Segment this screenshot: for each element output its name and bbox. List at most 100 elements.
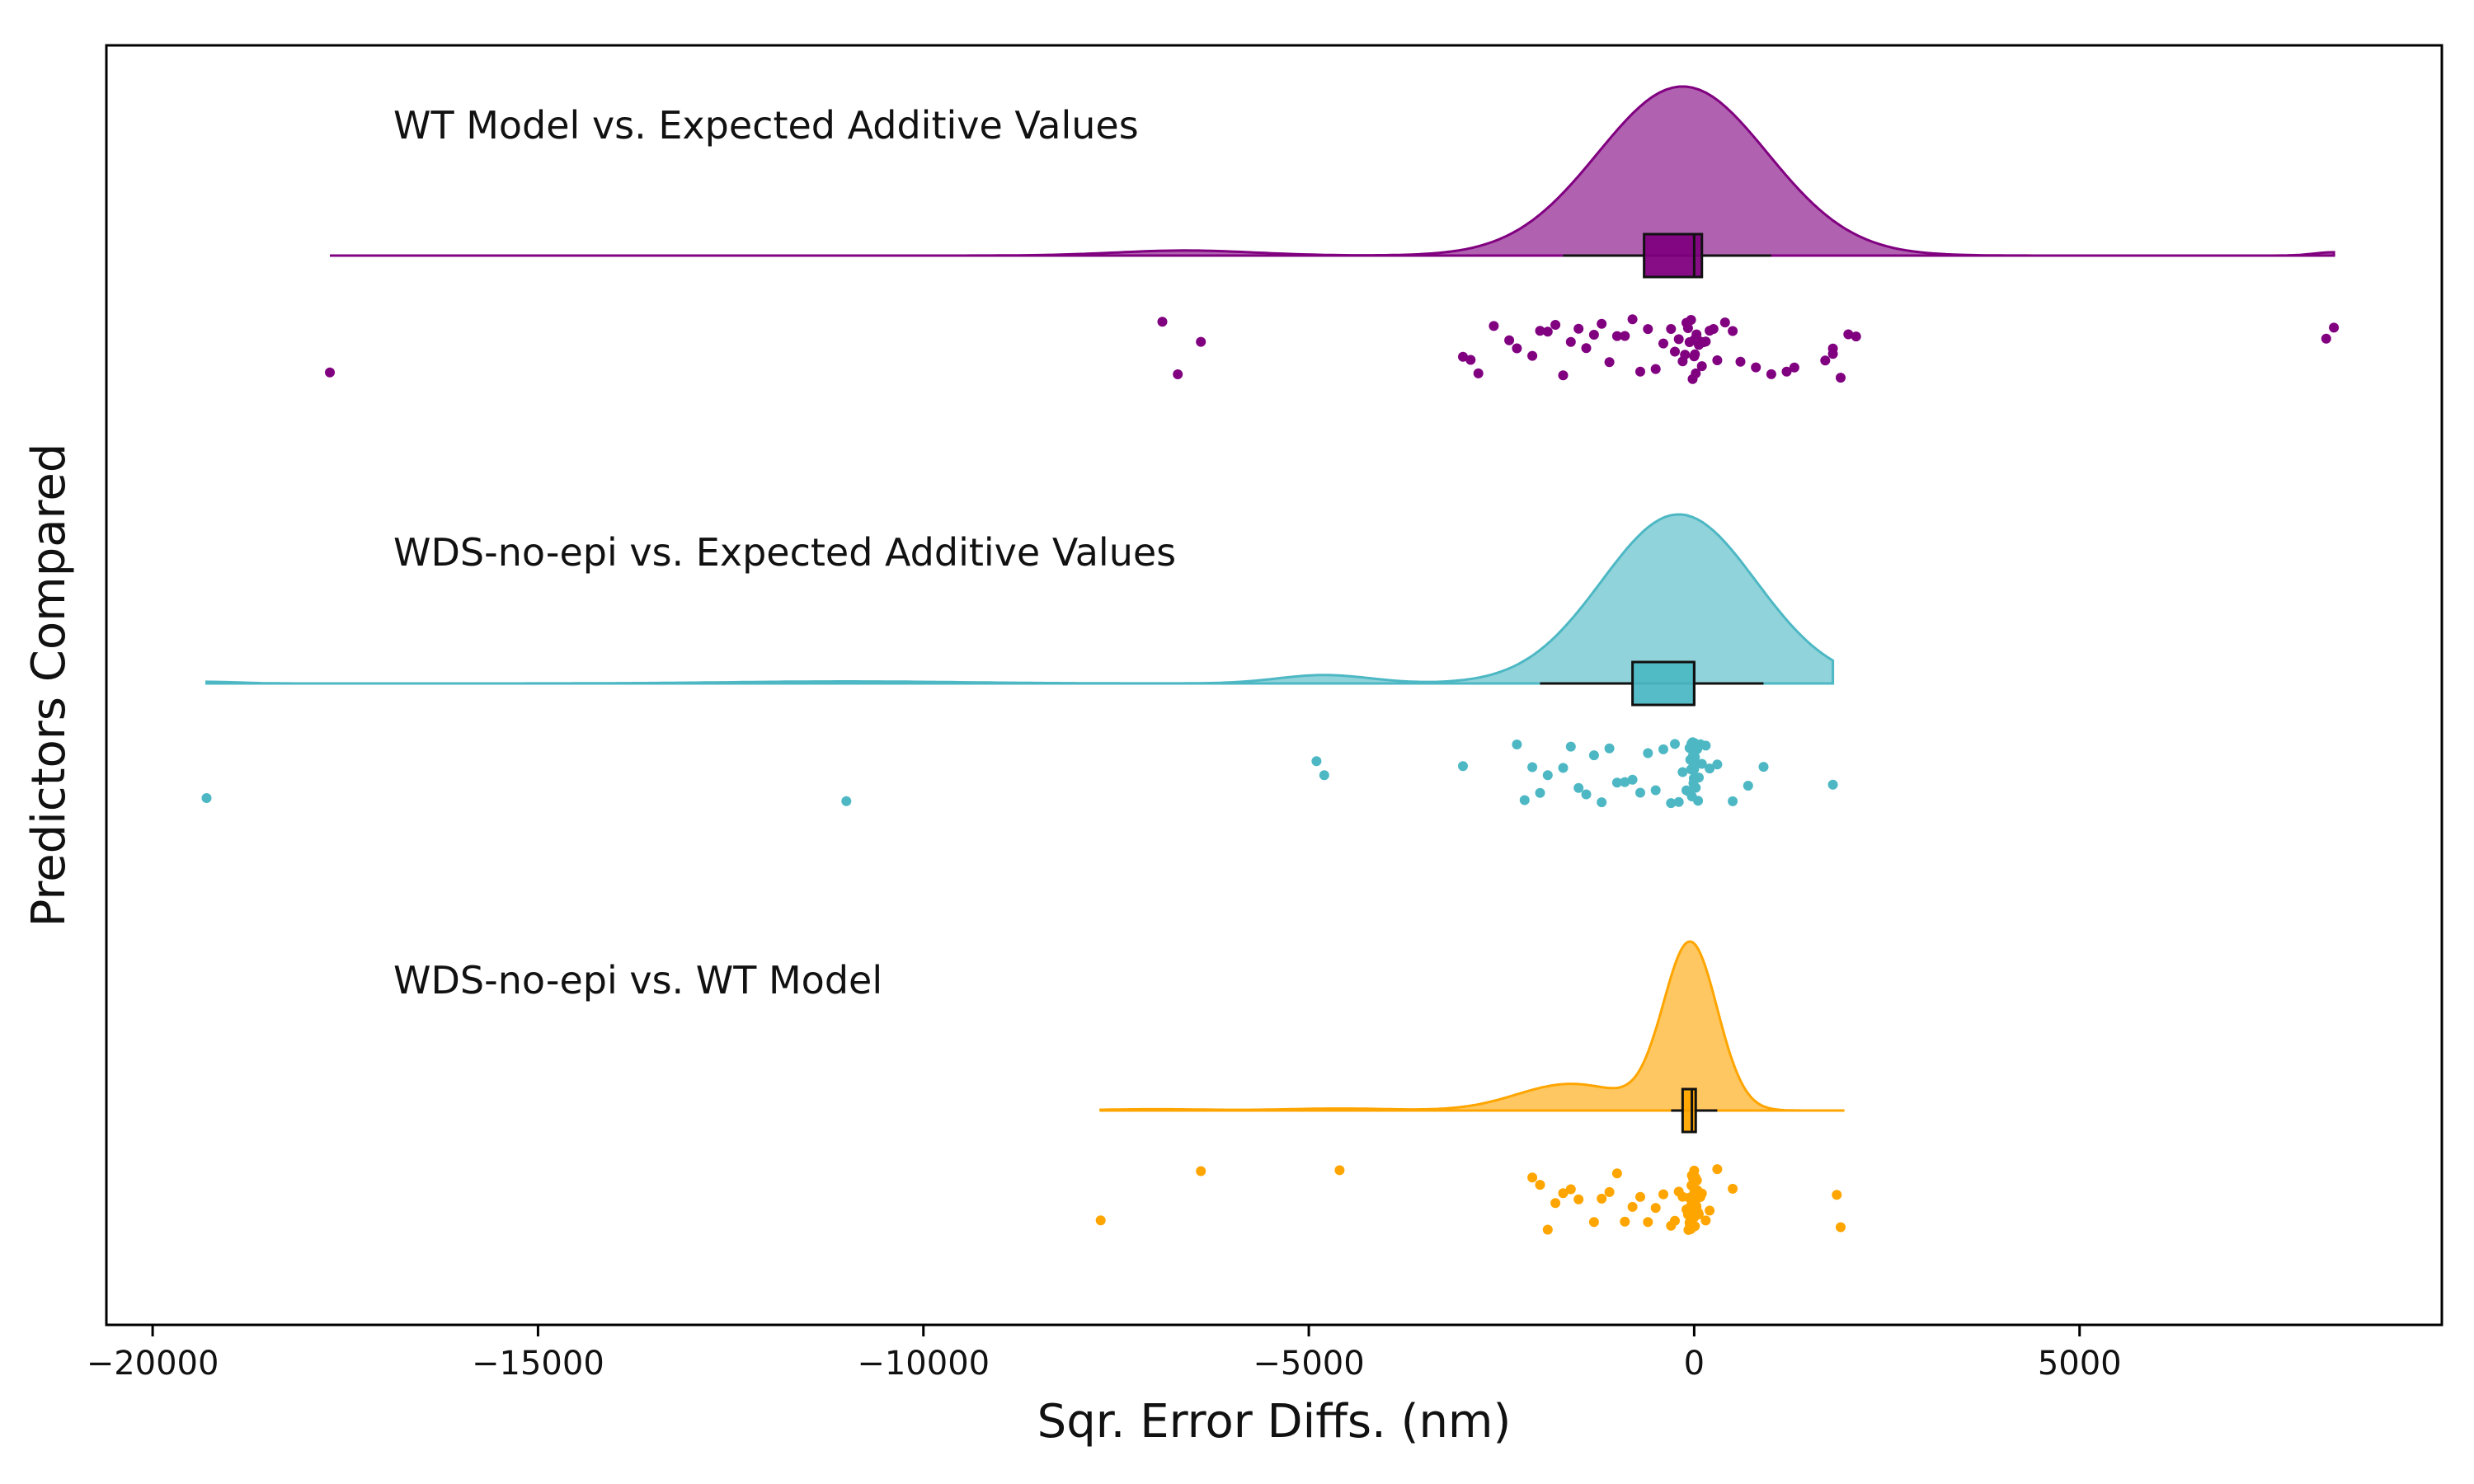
x-tick-label: 0 [1684, 1345, 1705, 1383]
group-0: WT Model vs. Expected Additive Values [325, 85, 2340, 384]
data-point [1832, 1190, 1842, 1200]
data-point [1673, 796, 1684, 807]
data-point [1700, 740, 1711, 751]
data-point [1666, 798, 1677, 809]
data-point [1627, 314, 1638, 325]
x-tick-label: 5000 [2038, 1345, 2122, 1383]
x-axis-title: Sqr. Error Diffs. (nm) [1037, 1395, 1512, 1449]
data-point [1686, 791, 1697, 801]
data-point [1620, 777, 1630, 787]
data-point [2321, 333, 2331, 344]
data-point [201, 793, 212, 803]
data-point [1196, 336, 1206, 347]
x-tick-label: −15000 [472, 1345, 604, 1383]
data-point [1512, 343, 1522, 354]
data-point [1719, 317, 1730, 328]
data-point [1851, 331, 1861, 342]
data-point [1581, 789, 1592, 800]
data-point [1670, 346, 1680, 357]
data-point [1680, 350, 1691, 360]
data-point [1597, 318, 1607, 329]
data-point [1820, 355, 1831, 366]
data-point [1611, 777, 1622, 788]
data-point [1643, 748, 1653, 758]
data-point [1519, 795, 1530, 805]
data-point [1573, 782, 1584, 793]
data-point [1700, 336, 1711, 347]
data-point [1658, 1189, 1668, 1200]
box [1643, 232, 1704, 279]
data-point [1611, 331, 1622, 341]
data-point [1588, 330, 1599, 340]
data-point [1550, 320, 1561, 330]
data-point [1573, 323, 1584, 334]
data-point [1311, 756, 1322, 767]
data-point [1712, 759, 1723, 770]
x-tick-label: −5000 [1253, 1345, 1364, 1383]
data-point [1766, 369, 1776, 379]
data-point [1789, 362, 1799, 373]
data-point [1827, 779, 1838, 790]
data-point [1689, 763, 1700, 774]
group-label: WT Model vs. Expected Additive Values [393, 103, 1139, 148]
data-point [1604, 357, 1615, 368]
x-tick-label: −10000 [857, 1345, 990, 1383]
data-point [1690, 349, 1700, 359]
y-axis-title: Predictors Compared [22, 444, 76, 928]
chart-marks: WT Model vs. Expected Additive Values WDS… [201, 85, 2340, 1235]
box [1681, 1087, 1697, 1134]
data-point [1512, 740, 1522, 749]
data-point [1597, 1193, 1607, 1204]
data-point [1658, 744, 1668, 754]
data-point [1687, 756, 1697, 767]
data-point [1473, 368, 1484, 378]
data-point [1735, 356, 1746, 367]
data-point [1489, 321, 1499, 331]
data-point [2329, 322, 2340, 333]
data-point [1670, 739, 1680, 749]
group-label: WDS-no-epi vs. Expected Additive Values [393, 530, 1176, 575]
data-point [1620, 331, 1630, 341]
data-point [1535, 1180, 1545, 1190]
data-point [1843, 329, 1854, 340]
data-point [1620, 1216, 1630, 1227]
data-point [1465, 355, 1476, 365]
data-point [1635, 366, 1645, 377]
data-point [1673, 334, 1684, 345]
data-point [1527, 762, 1538, 773]
density-cloud [1099, 940, 1845, 1112]
data-point [1095, 1215, 1106, 1226]
data-point [841, 796, 852, 806]
data-point [1836, 1222, 1846, 1233]
data-point [1683, 1224, 1694, 1235]
data-point [1604, 1186, 1615, 1197]
data-point [1827, 343, 1838, 354]
data-point [1712, 1164, 1723, 1175]
data-point [1196, 1166, 1206, 1176]
data-point [1458, 351, 1468, 362]
data-point [1604, 743, 1615, 754]
data-point [1758, 762, 1769, 773]
data-point [1728, 326, 1738, 336]
data-point [1565, 1184, 1576, 1195]
data-point [1689, 1185, 1700, 1195]
x-axis: −20000 −15000 −10000 −5000 0 5000 [87, 1325, 2122, 1383]
data-point [1650, 1203, 1661, 1214]
data-point [1635, 1191, 1645, 1202]
data-point [1696, 361, 1707, 372]
data-point [1643, 1217, 1653, 1228]
data-point [1781, 366, 1792, 377]
data-point [1751, 362, 1761, 373]
data-point [1684, 1192, 1695, 1203]
data-point [1694, 1209, 1704, 1219]
data-point [1696, 758, 1707, 769]
data-point [1700, 1215, 1711, 1226]
data-point [1627, 774, 1638, 785]
data-point [1712, 355, 1723, 365]
data-point [1688, 773, 1699, 784]
data-point [1666, 324, 1677, 334]
data-point [1691, 1175, 1702, 1186]
data-point [1836, 373, 1846, 383]
data-point [1682, 323, 1693, 333]
